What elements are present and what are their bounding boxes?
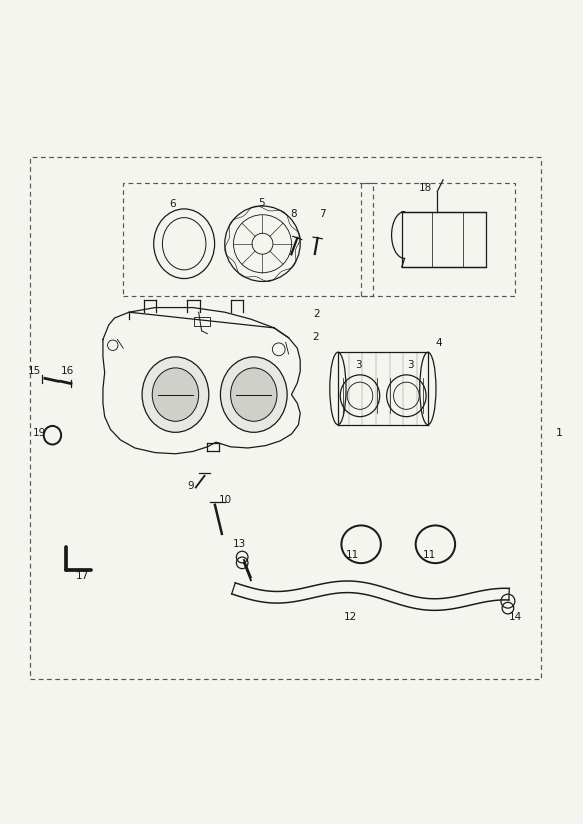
Bar <box>123 183 373 296</box>
Text: 2: 2 <box>313 309 319 319</box>
Ellipse shape <box>231 368 277 421</box>
Text: 11: 11 <box>423 550 436 560</box>
Text: 16: 16 <box>61 366 75 376</box>
Text: 14: 14 <box>509 612 522 622</box>
Text: 3: 3 <box>355 360 362 370</box>
Text: 6: 6 <box>170 199 176 209</box>
Text: 12: 12 <box>344 612 357 622</box>
Text: 13: 13 <box>232 539 245 549</box>
Text: 5: 5 <box>258 198 265 208</box>
Text: 7: 7 <box>319 209 326 219</box>
Bar <box>194 317 210 326</box>
Ellipse shape <box>420 352 436 424</box>
Text: 11: 11 <box>346 550 359 560</box>
Text: 10: 10 <box>219 495 232 505</box>
Text: 15: 15 <box>27 366 41 376</box>
Ellipse shape <box>220 357 287 433</box>
Bar <box>361 183 515 296</box>
Text: 17: 17 <box>76 571 89 582</box>
Text: 19: 19 <box>33 428 47 438</box>
Text: 4: 4 <box>436 338 442 349</box>
Bar <box>30 157 541 679</box>
Ellipse shape <box>330 352 346 424</box>
Text: 18: 18 <box>419 183 433 193</box>
Ellipse shape <box>152 368 199 421</box>
Ellipse shape <box>142 357 209 433</box>
Text: 3: 3 <box>408 360 414 370</box>
Text: 1: 1 <box>556 428 563 438</box>
Text: 8: 8 <box>290 209 297 219</box>
Text: 2: 2 <box>312 332 318 343</box>
Bar <box>402 212 486 267</box>
Text: 9: 9 <box>187 481 194 491</box>
